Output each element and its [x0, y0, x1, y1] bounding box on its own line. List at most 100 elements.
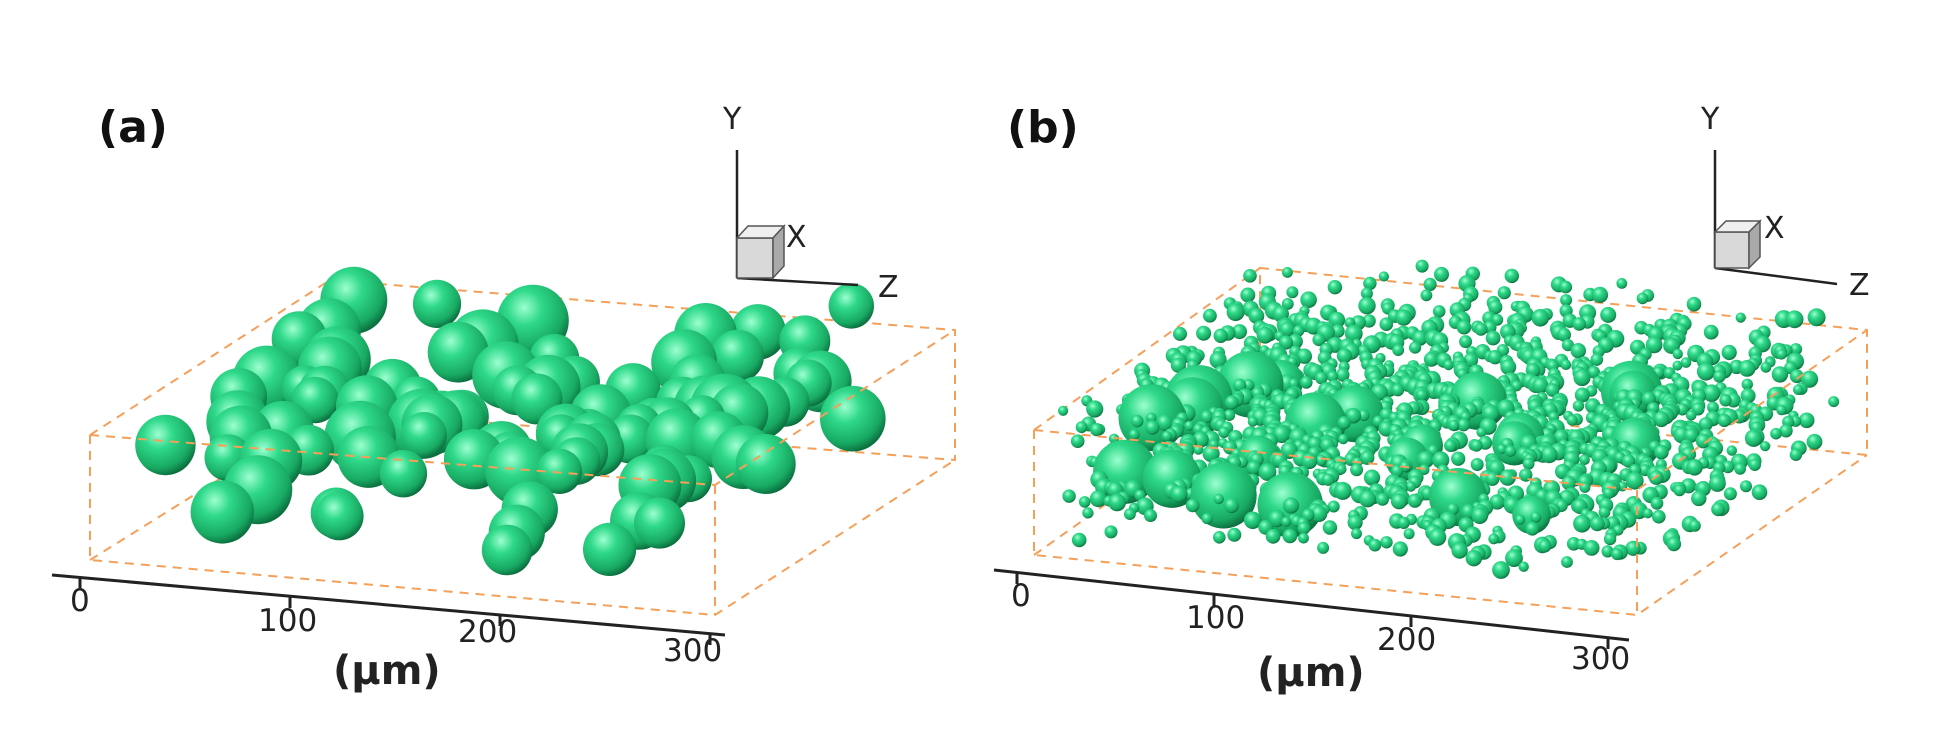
particle-sphere	[1589, 516, 1605, 532]
particle-sphere	[1292, 325, 1305, 337]
particle-sphere	[1423, 277, 1437, 291]
particle-sphere	[1379, 317, 1394, 332]
particle-sphere	[1071, 532, 1087, 548]
particle-sphere	[315, 491, 364, 541]
particle-sphere	[1719, 394, 1732, 407]
particle-sphere	[1444, 439, 1457, 453]
particle-sphere	[1432, 305, 1446, 318]
particle-sphere	[1504, 268, 1519, 284]
tick-label-300: 300	[663, 633, 723, 669]
spheres-a	[135, 266, 886, 577]
particle-sphere	[1209, 351, 1227, 369]
particle-sphere	[634, 497, 685, 549]
particle-sphere	[1434, 266, 1449, 282]
particle-sphere	[1185, 498, 1200, 513]
particle-sphere	[1557, 327, 1571, 342]
particle-sphere	[1695, 433, 1711, 449]
particle-sphere	[1744, 429, 1763, 447]
particle-sphere	[1338, 433, 1349, 445]
particle-sphere	[1530, 511, 1542, 523]
particle-sphere	[1282, 497, 1300, 514]
unit-label: (μm)	[1257, 650, 1365, 696]
particle-sphere	[1089, 490, 1107, 508]
particle-sphere	[1258, 463, 1277, 481]
tick-label-100: 100	[1186, 600, 1246, 636]
particle-sphere	[1213, 493, 1224, 505]
particle-sphere	[1337, 416, 1351, 430]
particle-sphere	[401, 412, 447, 458]
particle-sphere	[1603, 532, 1617, 546]
panel-b-graphic	[993, 150, 1868, 649]
particle-sphere	[1789, 448, 1803, 461]
particle-sphere	[1223, 409, 1236, 422]
axis-label-x: X	[1764, 211, 1785, 246]
particle-sphere	[1200, 410, 1214, 424]
particle-sphere	[1807, 308, 1826, 327]
particle-sphere	[1600, 306, 1617, 323]
panel-label: (a)	[98, 102, 168, 153]
particle-sphere	[1515, 514, 1526, 525]
particle-sphere	[1170, 357, 1186, 373]
particle-sphere	[1653, 411, 1670, 428]
particle-sphere	[1218, 426, 1230, 438]
particle-sphere	[1672, 348, 1683, 360]
particle-sphere	[1590, 353, 1604, 366]
particle-sphere	[1470, 439, 1483, 452]
particle-sphere	[1286, 286, 1299, 299]
particle-sphere	[1735, 312, 1746, 323]
axis-label-z: Z	[1849, 268, 1870, 303]
particle-sphere	[1505, 549, 1523, 567]
particle-sphere	[1601, 545, 1614, 558]
particle-sphere	[1240, 287, 1256, 303]
particle-sphere	[1652, 509, 1666, 524]
particle-sphere	[1561, 475, 1576, 491]
particle-sphere	[1672, 360, 1683, 371]
particle-sphere	[1297, 521, 1311, 535]
particle-sphere	[1390, 493, 1408, 510]
particle-sphere	[1642, 508, 1653, 519]
particle-sphere	[1130, 414, 1144, 428]
particle-sphere	[1058, 405, 1069, 416]
particle-sphere	[1698, 417, 1713, 432]
axis-label-z: Z	[878, 270, 899, 305]
particle-sphere	[1538, 539, 1552, 553]
particle-sphere	[1545, 383, 1560, 397]
particle-sphere	[1456, 319, 1472, 335]
particle-sphere	[1336, 464, 1347, 475]
tick-label-300: 300	[1571, 641, 1631, 677]
particle-sphere	[1376, 492, 1389, 506]
particle-sphere	[135, 414, 196, 476]
particle-sphere	[1363, 276, 1377, 291]
particle-sphere	[1532, 377, 1549, 394]
particle-sphere	[1621, 454, 1636, 468]
particle-sphere	[1190, 462, 1257, 529]
particle-sphere	[1636, 292, 1649, 305]
particle-sphere	[1492, 561, 1510, 579]
particle-sphere	[1128, 429, 1140, 440]
particle-sphere	[1322, 520, 1338, 535]
particle-sphere	[1748, 458, 1761, 471]
particle-sphere	[1232, 324, 1247, 340]
particle-sphere	[1684, 428, 1699, 443]
particle-sphere	[1327, 280, 1343, 295]
particle-sphere	[1347, 514, 1363, 531]
particle-sphere	[583, 522, 637, 577]
panel-b: (b) Y X Z 0 100 200 300 (μm)	[977, 0, 1954, 748]
distance-axis	[51, 573, 726, 645]
particle-sphere	[1062, 489, 1076, 503]
particle-sphere	[412, 279, 462, 328]
particle-sphere	[1459, 335, 1473, 349]
particle-sphere	[1336, 348, 1352, 364]
particle-sphere	[1173, 326, 1187, 341]
particle-sphere	[1108, 493, 1126, 512]
particle-sphere	[1378, 271, 1389, 282]
particle-sphere	[1420, 289, 1433, 302]
particle-sphere	[1560, 294, 1573, 307]
axis-label-y: Y	[723, 102, 742, 137]
particle-sphere	[1090, 423, 1104, 437]
particle-sphere	[1616, 278, 1628, 289]
particle-sphere	[1696, 362, 1715, 381]
particle-sphere	[820, 385, 886, 452]
particle-sphere	[1828, 396, 1840, 408]
particle-sphere	[1522, 457, 1535, 470]
